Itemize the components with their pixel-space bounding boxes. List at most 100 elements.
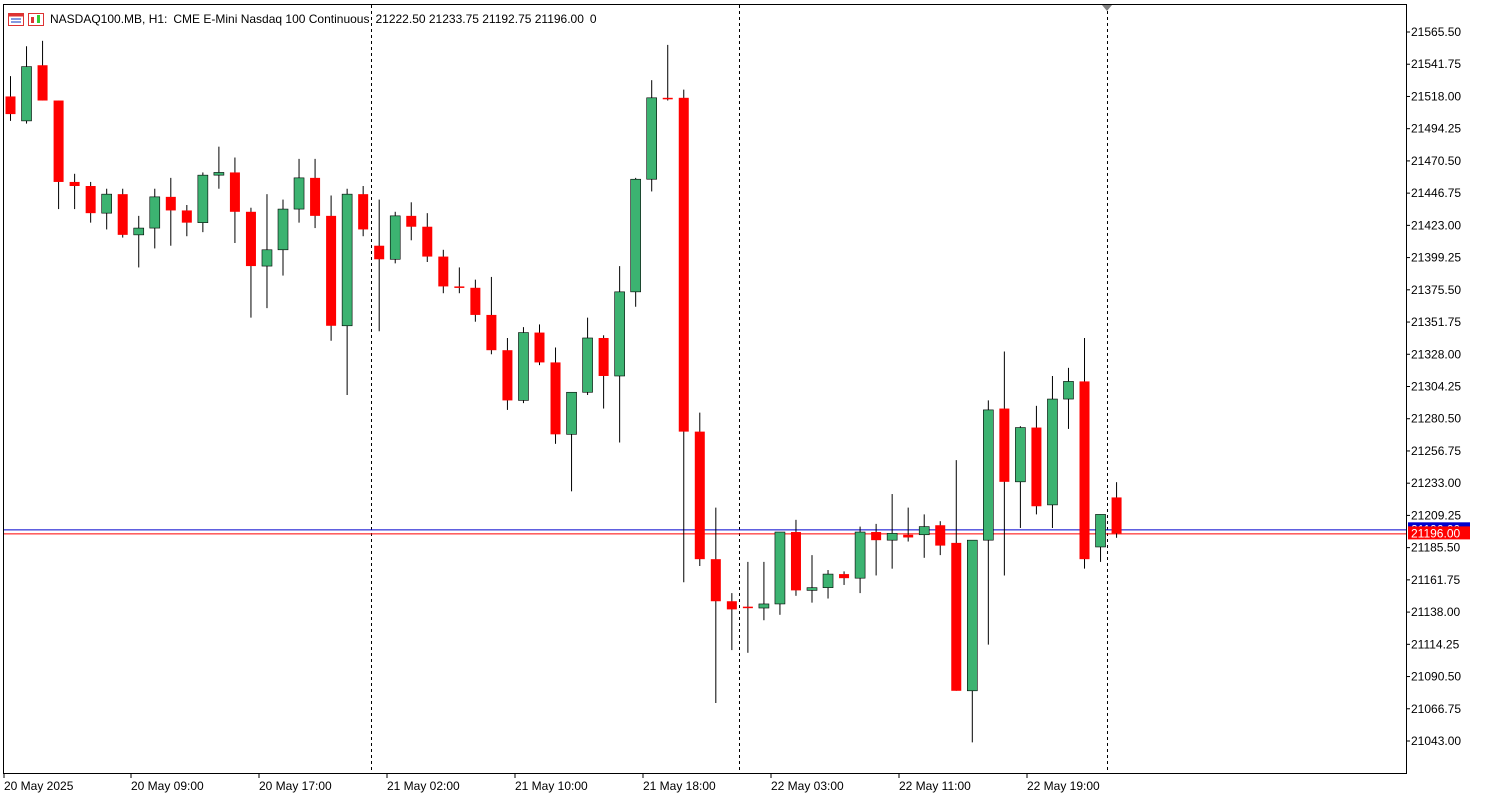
y-tick-label: 21351.75: [1411, 315, 1461, 329]
symbol-label: NASDAQ100.MB, H1:: [50, 12, 168, 26]
x-tick-label: 22 May 11:00: [899, 779, 971, 793]
bull-candle: [582, 337, 593, 393]
bull-candle: [293, 177, 305, 210]
bull-candle: [261, 249, 273, 267]
bear-candle: [871, 532, 882, 541]
bull-candle: [886, 533, 898, 541]
bear-candle: [245, 211, 256, 267]
y-tick-label: 21518.00: [1411, 89, 1461, 103]
bull-candle: [1095, 514, 1106, 548]
chart-shift-marker[interactable]: [1102, 5, 1112, 11]
bear-candle: [326, 215, 337, 326]
bear-candle: [5, 96, 16, 115]
y-tick-label: 21399.25: [1411, 251, 1461, 265]
bull-candle: [341, 193, 353, 327]
y-tick-label: 21043.00: [1411, 734, 1461, 748]
bear-candle: [165, 196, 176, 211]
bear-candle: [1031, 427, 1042, 507]
chart-window-icon[interactable]: [28, 12, 44, 26]
bear-candle: [534, 332, 545, 363]
bull-candle: [774, 531, 786, 605]
bull-candle: [983, 409, 994, 541]
x-tick-label: 21 May 02:00: [387, 779, 460, 793]
bear-candle: [85, 186, 96, 214]
bull-candle: [149, 196, 161, 229]
x-tick-label: 20 May 17:00: [259, 779, 332, 793]
chart-table-icon[interactable]: [8, 12, 24, 26]
bear-candle: [438, 256, 449, 287]
bull-candle: [518, 332, 529, 401]
y-tick-label: 21256.75: [1411, 444, 1461, 458]
bear-candle: [550, 362, 561, 435]
bear-candle: [598, 337, 609, 376]
bid-price-label: 21196.00: [1411, 526, 1460, 540]
y-tick-label: 21446.75: [1411, 186, 1461, 200]
bear-candle: [181, 210, 192, 223]
y-tick-label: 21161.75: [1411, 573, 1460, 587]
bear-candle: [374, 245, 385, 260]
y-tick-label: 21066.75: [1411, 702, 1461, 716]
bull-candle: [21, 66, 32, 122]
y-tick-label: 21138.00: [1411, 605, 1460, 619]
bull-candle: [1063, 381, 1074, 400]
bear-candle: [310, 177, 321, 216]
x-tick-label: 22 May 03:00: [771, 779, 844, 793]
y-tick-label: 21375.50: [1411, 283, 1461, 297]
bull-candle: [822, 573, 834, 588]
bear-candle: [999, 408, 1010, 482]
bear-candle: [454, 286, 465, 288]
y-tick-label: 21304.25: [1411, 380, 1461, 394]
y-tick-label: 21185.50: [1411, 541, 1460, 555]
ohlc-values: 21222.50 21233.75 21192.75 21196.00: [375, 12, 584, 26]
bear-candle: [694, 431, 705, 560]
bull-candle: [1047, 398, 1058, 506]
y-tick-label: 21280.50: [1411, 412, 1461, 426]
bull-candle: [133, 227, 145, 236]
bull-candle: [277, 208, 289, 251]
bull-candle: [213, 172, 225, 176]
bear-candle: [839, 574, 850, 579]
bear-candle: [422, 226, 433, 257]
bear-candle: [1079, 381, 1090, 560]
bear-candle: [406, 215, 417, 227]
y-tick-label: 21494.25: [1411, 122, 1461, 136]
y-tick-label: 21565.50: [1411, 25, 1461, 39]
bear-candle: [790, 532, 801, 591]
bear-candle: [470, 287, 481, 315]
bull-candle: [1015, 427, 1026, 483]
chart-frame[interactable]: [3, 4, 1407, 774]
x-tick-label: 21 May 10:00: [515, 779, 588, 793]
bull-candle: [966, 539, 978, 692]
bear-candle: [37, 65, 48, 101]
bear-candle: [358, 194, 369, 230]
x-tick-label: 22 May 19:00: [1027, 779, 1100, 793]
bull-candle: [389, 215, 401, 260]
y-tick-label: 21114.25: [1411, 637, 1460, 651]
bear-candle: [951, 542, 962, 691]
bull-candle: [101, 193, 112, 214]
bear-candle: [1111, 497, 1122, 534]
x-tick-label: 21 May 18:00: [643, 779, 716, 793]
bear-candle: [69, 181, 80, 187]
bull-candle: [566, 391, 577, 435]
y-tick-label: 21233.00: [1411, 476, 1461, 490]
x-tick-label: 20 May 09:00: [131, 779, 204, 793]
bull-candle: [918, 526, 930, 536]
bull-candle: [630, 178, 641, 293]
y-tick-label: 21209.25: [1411, 508, 1461, 522]
bear-candle: [710, 559, 721, 602]
bull-candle: [614, 291, 625, 377]
bull-candle: [854, 531, 866, 579]
bear-candle: [486, 314, 497, 351]
bear-candle: [662, 97, 673, 100]
symbol-description: CME E-Mini Nasdaq 100 Continuous: [173, 12, 370, 26]
bull-candle: [197, 174, 209, 223]
x-tick-label: 20 May 2025: [4, 779, 74, 793]
bear-candle: [53, 100, 64, 182]
bear-candle: [502, 350, 513, 401]
y-tick-label: 21090.50: [1411, 670, 1461, 684]
bear-candle: [229, 172, 240, 212]
plot-area[interactable]: [4, 5, 1406, 773]
bull-candle: [806, 587, 818, 591]
